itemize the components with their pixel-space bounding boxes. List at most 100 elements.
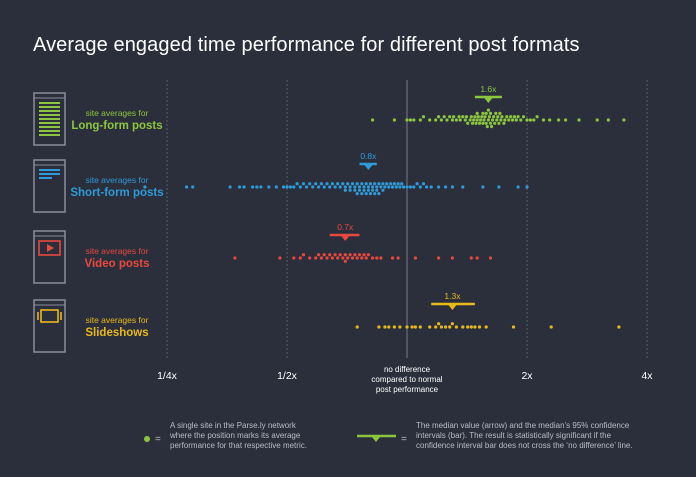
data-point (362, 253, 366, 257)
data-point (486, 118, 490, 122)
x-tick-label: 2x (521, 370, 533, 382)
data-point (338, 185, 342, 189)
data-point (514, 118, 518, 122)
data-point (464, 115, 469, 119)
data-point (497, 121, 501, 125)
data-point (454, 118, 458, 122)
data-point (357, 185, 362, 189)
data-point (481, 121, 485, 125)
data-point (319, 182, 323, 186)
row-label-prefix: site averages for (86, 175, 149, 185)
data-point (377, 182, 381, 186)
data-point (445, 118, 449, 122)
median-arrow (448, 305, 457, 310)
x-tick-label: 1/4x (157, 370, 178, 382)
x-tick-label: 1/2x (277, 370, 298, 382)
data-point (346, 182, 350, 186)
median-label: 1.6x (480, 84, 497, 94)
data-point (469, 256, 473, 260)
data-point (532, 118, 536, 122)
data-point (434, 118, 438, 122)
x-tick-label: 4x (641, 370, 653, 382)
data-point (483, 115, 487, 119)
data-point (448, 115, 452, 119)
data-point (355, 192, 359, 196)
data-point (418, 118, 422, 122)
data-point (421, 115, 426, 119)
data-point (549, 325, 553, 329)
data-point (377, 325, 381, 329)
data-point (364, 256, 368, 260)
data-point (371, 185, 375, 189)
data-point (401, 185, 406, 189)
data-point (389, 182, 393, 186)
data-point (475, 111, 479, 115)
data-point (394, 185, 398, 189)
row-label-name: Long-form posts (71, 120, 162, 132)
legend-dot-text: where the position marks its average (169, 431, 301, 440)
data-point (319, 256, 323, 260)
data-point (454, 325, 458, 329)
data-point (314, 182, 318, 186)
data-point (360, 182, 364, 186)
data-point (353, 253, 357, 257)
data-point (373, 182, 377, 186)
x-tick-label-center-line: compared to normal (371, 375, 442, 384)
data-point (375, 188, 379, 192)
data-point (428, 325, 432, 329)
data-point (408, 118, 412, 122)
data-point (325, 256, 329, 260)
data-point (383, 185, 387, 189)
data-point (494, 111, 498, 115)
data-point (322, 185, 326, 189)
data-point (348, 253, 352, 257)
data-point (233, 256, 237, 260)
data-point (242, 185, 246, 189)
data-point (328, 185, 332, 189)
data-point (228, 185, 232, 189)
data-point (475, 118, 479, 122)
data-point (322, 253, 326, 257)
legend-dot-icon (144, 436, 150, 442)
data-point (328, 253, 332, 257)
data-point (519, 118, 523, 122)
data-point (535, 115, 539, 119)
data-point (516, 115, 520, 119)
data-point (185, 185, 189, 189)
x-tick-label-center-line: post performance (376, 385, 439, 394)
data-point (458, 118, 462, 122)
data-point (496, 115, 500, 119)
data-point (473, 325, 477, 329)
chart-title: Average engaged time performance for dif… (33, 34, 580, 56)
data-point (288, 185, 292, 189)
data-point (379, 256, 383, 260)
data-point (341, 256, 345, 260)
data-point (255, 185, 259, 189)
data-point (439, 118, 443, 122)
data-point (606, 118, 611, 122)
data-point (375, 185, 379, 189)
data-point (343, 188, 347, 192)
data-point (400, 182, 404, 186)
data-point (371, 256, 375, 260)
data-point (366, 253, 370, 257)
data-point (474, 121, 478, 125)
data-point (484, 325, 488, 329)
legend-bar-text: intervals (bar). The result is statistic… (416, 431, 612, 440)
data-point (484, 121, 488, 125)
data-point (364, 192, 368, 196)
data-point (492, 115, 496, 119)
data-point (360, 192, 364, 196)
data-point (437, 115, 441, 119)
data-point (301, 182, 306, 186)
data-point (191, 185, 195, 189)
data-point (413, 325, 417, 329)
data-point (333, 185, 337, 189)
data-point (412, 118, 416, 122)
data-point (564, 118, 568, 122)
data-point (505, 115, 509, 119)
data-point (487, 115, 491, 119)
data-point (434, 325, 438, 329)
data-point (377, 192, 381, 196)
